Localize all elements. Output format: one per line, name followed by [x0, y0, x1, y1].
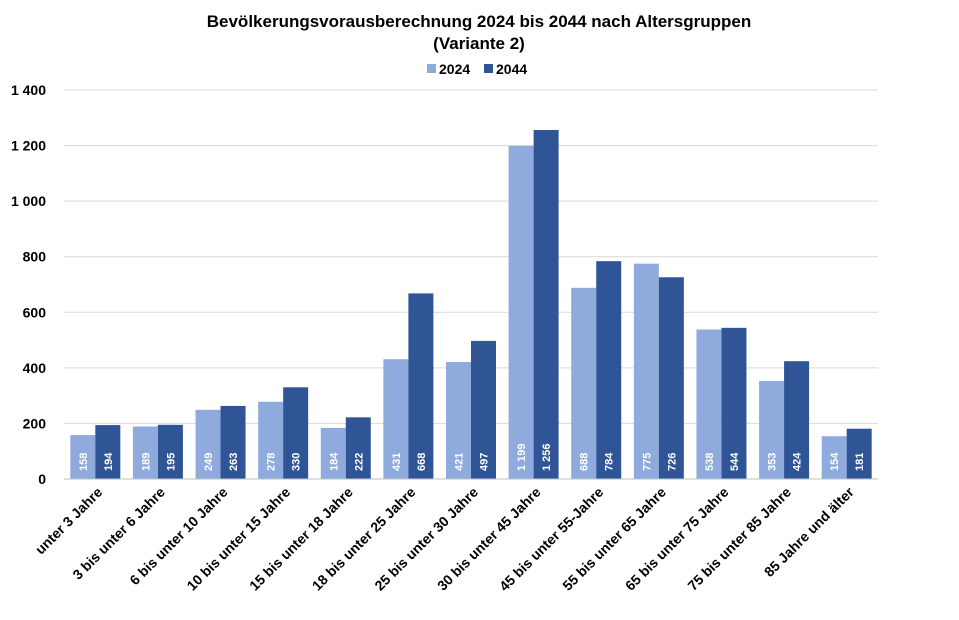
x-tick-label: 15 bis unter 18 Jahre: [246, 484, 356, 594]
y-tick-label: 800: [23, 249, 47, 265]
legend-swatch-2044: [484, 64, 493, 73]
bar-2024: [70, 435, 96, 479]
bar-2024: [383, 359, 409, 479]
data-label: 184: [328, 452, 340, 471]
bar-2044: [784, 361, 810, 479]
bar-2024: [571, 287, 597, 479]
legend-swatch-2024: [427, 64, 436, 73]
data-label: 263: [228, 453, 240, 471]
data-label: 668: [416, 453, 428, 471]
chart-title: Bevölkerungsvorausberechnung 2024 bis 20…: [207, 12, 752, 31]
bar-2024: [446, 362, 471, 479]
data-label: 195: [165, 453, 177, 471]
data-label: 424: [792, 452, 804, 471]
legend-label-2044: 2044: [496, 61, 527, 77]
bar-2024: [258, 401, 284, 479]
x-tick-label: 10 bis unter 15 Jahre: [183, 484, 293, 594]
x-tick-label: 30 bis unter 45 Jahre: [434, 484, 544, 594]
bars: [70, 130, 872, 480]
bar-2044: [533, 130, 559, 480]
bar-2044: [95, 425, 121, 479]
x-tick-label: 55 bis unter 65 Jahre: [559, 484, 669, 594]
bar-2044: [596, 261, 622, 479]
bar-2024: [195, 409, 221, 479]
data-label: 1 199: [516, 443, 528, 471]
bar-2044: [408, 293, 434, 479]
gridlines: [64, 89, 878, 424]
data-label: 431: [391, 453, 403, 471]
bar-2024: [320, 427, 346, 479]
bar-2024: [508, 145, 534, 479]
data-label: 726: [666, 453, 678, 471]
data-label: 194: [103, 452, 115, 471]
y-tick-label: 200: [23, 415, 47, 431]
data-label: 278: [266, 453, 278, 471]
bar-2044: [220, 405, 246, 479]
data-label: 784: [604, 452, 616, 471]
x-tick-label: 25 bis unter 30 Jahre: [371, 484, 481, 594]
bar-2044: [345, 417, 371, 479]
data-label: 330: [291, 453, 303, 471]
bar-2024: [132, 426, 158, 479]
legend: 2024 2044: [427, 61, 527, 77]
x-tick-label: 45 bis unter 55-Jahre: [496, 484, 607, 595]
data-label: 181: [854, 453, 866, 471]
data-label: 158: [78, 453, 90, 471]
y-axis-ticks: 0 200 400 600 800 1 000 1 200 1 400: [11, 82, 46, 487]
bar-2044: [658, 277, 684, 479]
y-tick-label: 1 000: [11, 193, 46, 209]
legend-label-2024: 2024: [439, 61, 470, 77]
bar-2024: [759, 380, 785, 479]
bar-2044: [471, 340, 496, 479]
x-tick-label: 75 bis unter 85 Jahre: [684, 484, 794, 594]
data-label: 538: [704, 453, 716, 471]
bar-2044: [721, 327, 747, 479]
bar-2044: [157, 424, 183, 479]
data-label: 421: [454, 453, 466, 471]
bar-2044: [846, 428, 872, 479]
y-tick-label: 600: [23, 304, 47, 320]
data-label: 154: [829, 452, 841, 471]
bar-2024: [696, 329, 722, 479]
y-tick-label: 1 200: [11, 138, 46, 154]
data-label: 688: [579, 453, 591, 471]
data-label: 353: [767, 453, 779, 471]
data-label: 222: [353, 453, 365, 471]
x-tick-label: 65 bis unter 75 Jahre: [622, 484, 732, 594]
bar-2024: [821, 436, 847, 479]
bar-2024: [633, 263, 659, 479]
data-labels: 158 194 189 195 249 263 278 330 184 222 431 668 421 4…: [78, 443, 866, 471]
data-label: 544: [729, 452, 741, 471]
bar-2044: [283, 387, 309, 479]
data-label: 497: [479, 453, 491, 471]
y-tick-label: 400: [23, 360, 47, 376]
data-label: 775: [641, 453, 653, 471]
data-label: 189: [140, 453, 152, 471]
data-label: 1 256: [541, 443, 553, 471]
data-label: 249: [203, 453, 215, 471]
x-tick-label: 18 bis unter 25 Jahre: [309, 484, 419, 594]
y-tick-label: 1 400: [11, 82, 46, 98]
chart-subtitle: (Variante 2): [433, 34, 525, 53]
y-tick-label: 0: [38, 471, 46, 487]
